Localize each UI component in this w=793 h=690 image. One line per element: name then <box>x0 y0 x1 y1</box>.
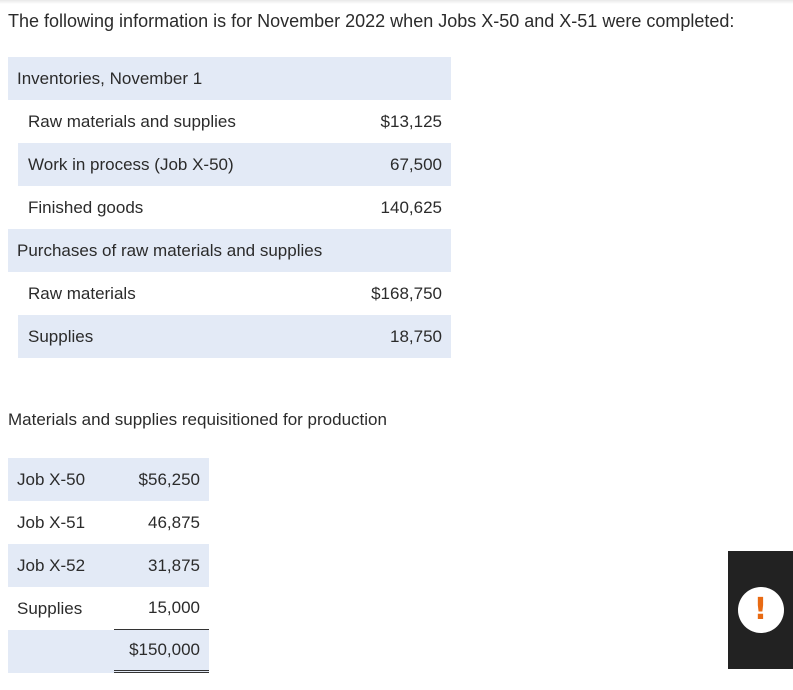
table-row: Raw materials $168,750 <box>8 272 451 315</box>
row-label: Finished goods <box>18 186 361 229</box>
table-row: Job X-52 31,875 <box>8 544 209 587</box>
inventories-heading: Inventories, November 1 <box>17 68 203 88</box>
row-value: $168,750 <box>361 272 451 315</box>
table-row: Supplies 15,000 <box>8 587 209 630</box>
row-label: Supplies <box>18 315 361 358</box>
table-row: Supplies 18,750 <box>8 315 451 358</box>
total-value: $150,000 <box>114 630 209 673</box>
row-value: 140,625 <box>361 186 451 229</box>
row-label: Job X-51 <box>17 512 86 532</box>
intro-text: The following information is for Novembe… <box>8 11 735 31</box>
row-label: Job X-52 <box>17 555 86 575</box>
requisitions-table: Job X-50 $56,250 Job X-51 46,875 Job X-5… <box>8 458 209 673</box>
table-row: Finished goods 140,625 <box>8 186 451 229</box>
table-row-purchases-heading: Purchases of raw materials and supplies <box>8 229 451 272</box>
row-value: 15,000 <box>114 587 209 630</box>
row-label-empty <box>8 630 114 673</box>
row-value: 31,875 <box>148 555 200 575</box>
inventory-purchases-table: Inventories, November 1 Raw materials an… <box>8 57 451 358</box>
row-value: $56,250 <box>138 469 200 489</box>
row-value: 18,750 <box>361 315 451 358</box>
table-row: Raw materials and supplies $13,125 <box>8 100 451 143</box>
alert-button[interactable]: ! <box>728 551 793 669</box>
row-value: 46,875 <box>148 512 200 532</box>
row-label: Work in process (Job X-50) <box>18 143 361 186</box>
table-row-inventories-heading: Inventories, November 1 <box>8 57 451 100</box>
row-label: Raw materials and supplies <box>18 100 361 143</box>
top-divider <box>0 0 793 4</box>
table-row-total: $150,000 <box>8 630 209 673</box>
row-label: Supplies <box>17 598 83 618</box>
table-row: Work in process (Job X-50) 67,500 <box>8 143 451 186</box>
row-label: Job X-50 <box>17 469 86 489</box>
table-row: Job X-50 $56,250 <box>8 458 209 501</box>
row-value: 67,500 <box>361 143 451 186</box>
purchases-heading: Purchases of raw materials and supplies <box>17 240 323 260</box>
table-row: Job X-51 46,875 <box>8 501 209 544</box>
row-value: $13,125 <box>361 100 451 143</box>
requisitions-heading: Materials and supplies requisitioned for… <box>8 410 387 429</box>
exclamation-icon: ! <box>737 587 784 633</box>
row-label: Raw materials <box>18 272 361 315</box>
